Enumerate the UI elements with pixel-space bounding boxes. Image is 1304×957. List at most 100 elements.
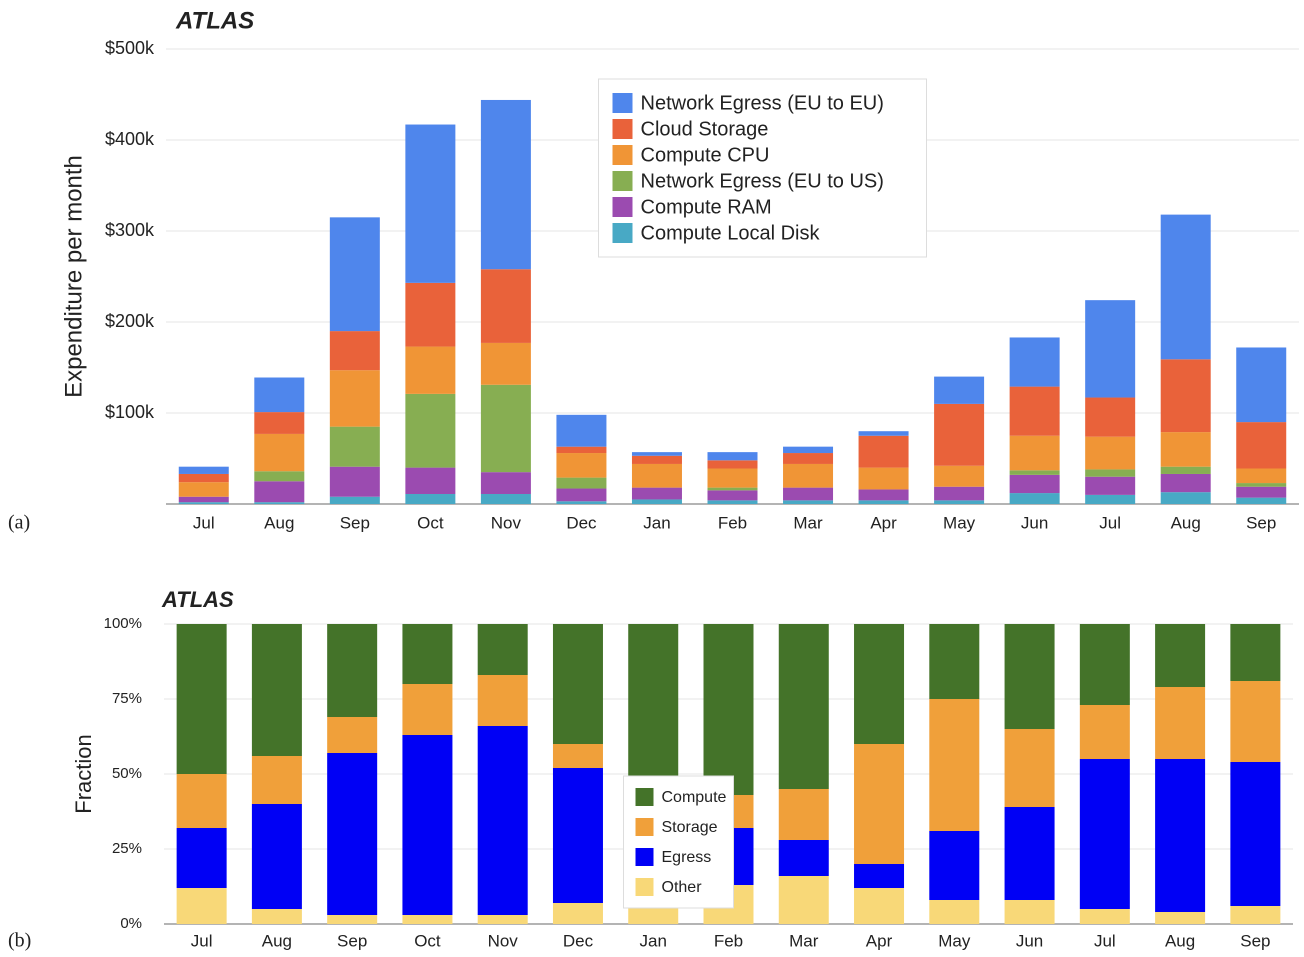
x-tick-label: Sep (337, 931, 367, 950)
bar-segment (707, 490, 758, 501)
bar-segment (783, 463, 834, 488)
x-tick-label: Apr (866, 931, 893, 950)
bar-segment (631, 463, 682, 488)
bar-segment (552, 744, 603, 768)
bar-segment (707, 500, 758, 504)
y-tick-label: 25% (112, 840, 142, 857)
bar-segment (405, 467, 456, 494)
x-tick-label: Sep (340, 513, 370, 532)
x-tick-label: May (938, 931, 971, 950)
bar-segment (934, 403, 985, 466)
bar-segment (854, 888, 905, 924)
bar-segment (1009, 474, 1060, 494)
bar-segment (327, 624, 378, 717)
x-tick-label: Jan (643, 513, 670, 532)
bar-segment (1009, 435, 1060, 471)
bar-segment (254, 433, 305, 472)
bar-segment (858, 467, 909, 490)
bar-segment (854, 624, 905, 744)
legend-label: Network Egress (EU to EU) (641, 92, 884, 114)
bar-segment (783, 446, 834, 454)
x-tick-label: Nov (488, 931, 519, 950)
bar-segment (251, 756, 302, 804)
legend-swatch (612, 197, 633, 217)
bar-segment (251, 624, 302, 756)
legend-swatch (635, 848, 654, 866)
bar-segment (934, 486, 985, 501)
bar-segment (329, 466, 380, 497)
bar-segment (858, 489, 909, 501)
bar-segment (477, 915, 528, 924)
bar-segment (1085, 436, 1136, 470)
bar-segment (1085, 300, 1136, 398)
bar-segment (703, 624, 754, 795)
legend-label: Compute CPU (641, 144, 770, 166)
bar-segment (854, 864, 905, 888)
bar-segment (556, 446, 607, 454)
x-tick-label: May (943, 513, 976, 532)
legend-swatch (635, 878, 654, 896)
legend-swatch (612, 223, 633, 243)
x-tick-label: Jul (193, 513, 215, 532)
bar-segment (556, 501, 607, 504)
bar-segment (1004, 624, 1055, 729)
bar-segment (929, 624, 980, 699)
bar-segment (480, 384, 531, 473)
bar-segment (329, 496, 380, 504)
bar-segment (1009, 470, 1060, 475)
legend-label: Cloud Storage (641, 118, 769, 140)
y-tick-label: 0% (120, 915, 142, 932)
bar-segment (327, 915, 378, 924)
bar-segment (178, 466, 229, 474)
bar-segment (251, 909, 302, 924)
panel-label: (a) (8, 512, 30, 534)
bar-segment (929, 831, 980, 900)
bar-segment (480, 99, 531, 270)
bar-segment (254, 377, 305, 413)
bar-segment (707, 452, 758, 461)
bar-segment (1085, 469, 1136, 477)
bar-segment (556, 453, 607, 478)
bar-segment (707, 460, 758, 469)
bar-segment (1230, 906, 1281, 924)
bar-segment (1236, 347, 1287, 423)
bar-segment (778, 624, 829, 789)
bar-segment (405, 493, 456, 504)
x-tick-label: Jul (1094, 931, 1116, 950)
bar-segment (477, 624, 528, 675)
bar-segment (1230, 762, 1281, 906)
bar-segment (329, 217, 380, 332)
bar-segment (1236, 468, 1287, 484)
bar-segment (1079, 624, 1130, 705)
bar-segment (405, 282, 456, 347)
bar-segment (858, 435, 909, 468)
x-tick-label: Aug (264, 513, 294, 532)
legend-label: Compute Local Disk (641, 222, 821, 244)
bar-segment (327, 717, 378, 753)
legend-label: Storage (662, 819, 718, 836)
bar-segment (1230, 681, 1281, 762)
x-tick-label: Nov (491, 513, 522, 532)
bar-segment (1236, 486, 1287, 498)
bar-segment (480, 493, 531, 504)
panel-label: (b) (8, 930, 31, 952)
bar-segment (402, 624, 453, 684)
bar-segment (1079, 759, 1130, 909)
bar-segment (329, 331, 380, 371)
bar-segment (1009, 386, 1060, 436)
x-tick-label: Oct (417, 513, 444, 532)
bar-segment (556, 477, 607, 489)
bar-segment (1160, 359, 1211, 433)
bar-segment (1155, 687, 1206, 759)
bar-segment (178, 502, 229, 504)
y-tick-label: $100k (105, 402, 155, 422)
legend-swatch (635, 788, 654, 806)
legend-label: Egress (662, 849, 712, 866)
bar-segment (329, 426, 380, 467)
bar-segment (778, 840, 829, 876)
bar-segment (707, 487, 758, 491)
bar-segment (552, 768, 603, 903)
x-tick-label: Aug (1171, 513, 1201, 532)
bar-segment (552, 624, 603, 744)
bar-segment (854, 744, 905, 864)
